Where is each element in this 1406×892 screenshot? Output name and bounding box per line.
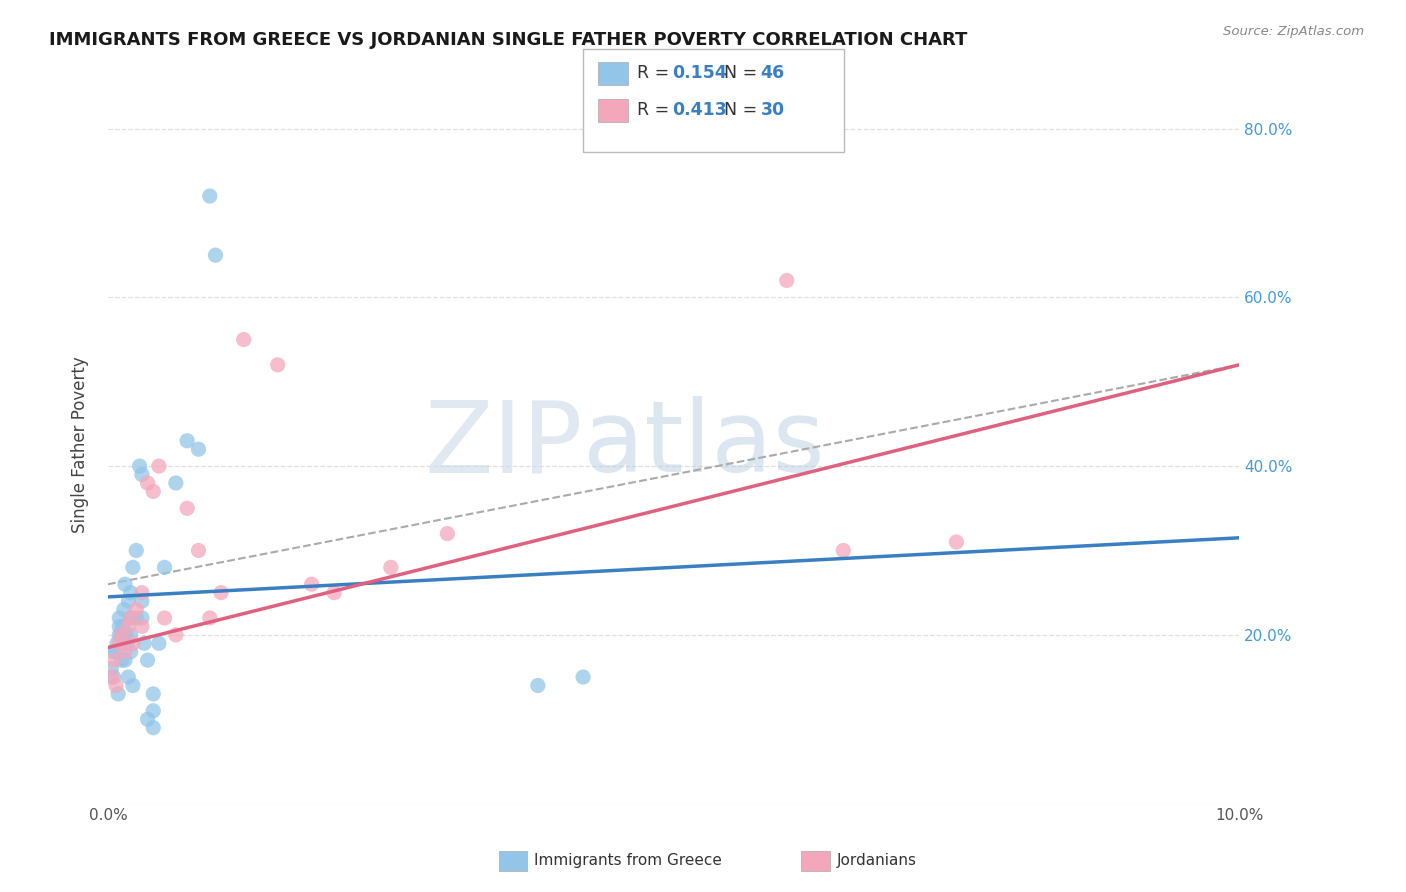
Point <box>136 712 159 726</box>
Point <box>142 721 165 735</box>
Point <box>100 662 122 676</box>
Point <box>128 459 150 474</box>
Point <box>176 434 198 448</box>
Text: Immigrants from Greece: Immigrants from Greece <box>534 854 723 868</box>
Point <box>110 653 132 667</box>
Text: 46: 46 <box>761 64 785 82</box>
Point <box>323 585 346 599</box>
Point <box>122 560 145 574</box>
Point <box>198 611 221 625</box>
Text: N =: N = <box>724 101 763 119</box>
Point <box>945 535 967 549</box>
Point <box>527 678 550 692</box>
Text: Source: ZipAtlas.com: Source: ZipAtlas.com <box>1223 25 1364 38</box>
Text: 30: 30 <box>761 101 785 119</box>
Point <box>117 619 139 633</box>
Point <box>120 628 142 642</box>
Point <box>266 358 288 372</box>
Point <box>103 670 125 684</box>
Point <box>117 670 139 684</box>
Point <box>142 484 165 499</box>
Point <box>105 636 128 650</box>
Point <box>115 636 138 650</box>
Text: Jordanians: Jordanians <box>837 854 917 868</box>
Point <box>104 645 127 659</box>
Point <box>120 611 142 625</box>
Point <box>103 653 125 667</box>
Point <box>131 467 153 482</box>
Point <box>104 678 127 692</box>
Point <box>125 611 148 625</box>
Text: atlas: atlas <box>583 396 825 493</box>
Point <box>136 653 159 667</box>
Point <box>114 653 136 667</box>
Point <box>165 475 187 490</box>
Point <box>131 594 153 608</box>
Text: R =: R = <box>637 101 675 119</box>
Point <box>209 585 232 599</box>
Point <box>115 628 138 642</box>
Y-axis label: Single Father Poverty: Single Father Poverty <box>72 357 89 533</box>
Point <box>153 611 176 625</box>
Point <box>572 670 595 684</box>
Point <box>120 645 142 659</box>
Point <box>125 543 148 558</box>
Point <box>108 636 131 650</box>
Point <box>187 442 209 457</box>
Point <box>131 585 153 599</box>
Point <box>108 628 131 642</box>
Point <box>301 577 323 591</box>
Point <box>131 611 153 625</box>
Point <box>125 602 148 616</box>
Point <box>148 459 170 474</box>
Point <box>380 560 402 574</box>
Point <box>122 678 145 692</box>
Point <box>103 645 125 659</box>
Point <box>114 577 136 591</box>
Point <box>134 636 156 650</box>
Point <box>153 560 176 574</box>
Point <box>117 594 139 608</box>
Point <box>204 248 226 262</box>
Point <box>120 585 142 599</box>
Point <box>832 543 855 558</box>
Point <box>136 475 159 490</box>
Point <box>142 687 165 701</box>
Text: ZIP: ZIP <box>425 396 583 493</box>
Point <box>122 636 145 650</box>
Point <box>165 628 187 642</box>
Point <box>112 602 135 616</box>
Point <box>108 619 131 633</box>
Point <box>110 628 132 642</box>
Point <box>176 501 198 516</box>
Point <box>148 636 170 650</box>
Text: N =: N = <box>724 64 763 82</box>
Point <box>232 333 254 347</box>
Point <box>198 189 221 203</box>
Point <box>100 670 122 684</box>
Point <box>436 526 458 541</box>
Point <box>114 645 136 659</box>
Text: 0.413: 0.413 <box>672 101 727 119</box>
Point <box>776 273 799 287</box>
Text: 0.154: 0.154 <box>672 64 727 82</box>
Point <box>107 687 129 701</box>
Text: R =: R = <box>637 64 675 82</box>
Point <box>142 704 165 718</box>
Point <box>131 619 153 633</box>
Text: IMMIGRANTS FROM GREECE VS JORDANIAN SINGLE FATHER POVERTY CORRELATION CHART: IMMIGRANTS FROM GREECE VS JORDANIAN SING… <box>49 31 967 49</box>
Point <box>187 543 209 558</box>
Point <box>111 619 134 633</box>
Point <box>120 611 142 625</box>
Point <box>110 628 132 642</box>
Point <box>108 611 131 625</box>
